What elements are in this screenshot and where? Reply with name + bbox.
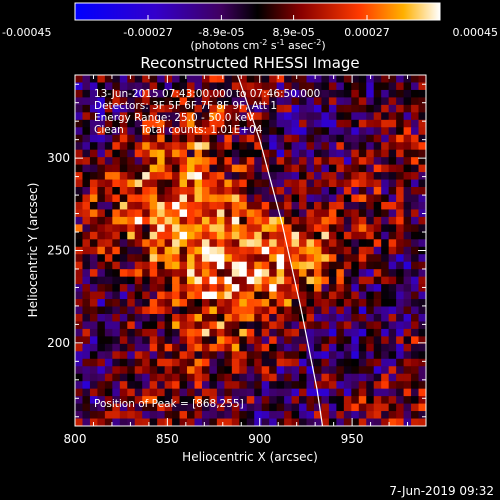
chart-title: Reconstructed RHESSI Image — [140, 54, 359, 72]
y-axis-title: Heliocentric Y (arcsec) — [26, 183, 40, 318]
annotation-clean: Clean Total counts: 1.01E+04 — [94, 124, 263, 136]
y-axis-ticks: 200 250 300 — [47, 83, 426, 418]
colorbar-tick-labels: -0.00045 -0.00027 -8.9e-05 8.9e-05 0.00027 0.… — [2, 26, 498, 39]
heatmap-image — [75, 75, 426, 426]
x-tick-label: 900 — [248, 432, 271, 446]
colorbar-tick-label: 8.9e-05 — [272, 26, 314, 39]
colorbar-tick-label: 0.00027 — [344, 26, 390, 39]
x-tick-label: 800 — [64, 432, 87, 446]
colorbar-ticks — [74, 15, 441, 20]
x-axis-ticks: 800 850 900 950 — [64, 75, 409, 446]
annotation-detectors: Detectors: 3F 5F 6F 7F 8F 9F, Att 1 — [94, 100, 277, 112]
colorbar-tick-label: -8.9e-05 — [198, 26, 244, 39]
y-tick-label: 300 — [47, 151, 70, 165]
colorbar-tick-label: 0.00045 — [453, 26, 499, 39]
annotation-time: 13-Jun-2015 07:43:00.000 to 07:46:50.000 — [94, 88, 320, 100]
colorbar — [74, 2, 441, 21]
annotation-block: 13-Jun-2015 07:43:00.000 to 07:46:50.000… — [94, 88, 320, 136]
solar-limb-curve — [237, 75, 324, 426]
colorbar-tick-label: -0.00045 — [2, 26, 51, 39]
x-tick-label: 950 — [341, 432, 364, 446]
colorbar-units: (photons cm-2 s-1 asec-2) — [190, 38, 325, 52]
footer-timestamp: 7-Jun-2019 09:32 — [389, 484, 494, 498]
annotation-energy: Energy Range: 25.0 - 50.0 keV — [94, 112, 255, 124]
x-axis-title: Heliocentric X (arcsec) — [182, 450, 318, 464]
y-tick-label: 200 — [47, 336, 70, 350]
y-tick-label: 250 — [47, 244, 70, 258]
peak-position-label: Position of Peak = [868,255] — [94, 398, 244, 410]
colorbar-tick-label: -0.00027 — [123, 26, 172, 39]
x-tick-label: 850 — [156, 432, 179, 446]
